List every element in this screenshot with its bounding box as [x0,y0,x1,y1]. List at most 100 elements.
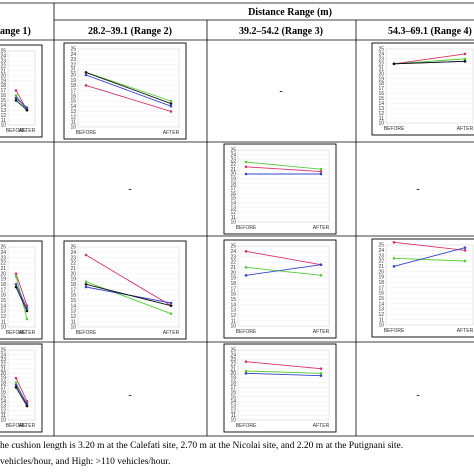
series-line [15,377,28,402]
plot-area [237,349,330,421]
series-line [85,281,172,315]
y-tick-label: 25 [230,348,236,354]
y-tick-label: 13 [70,309,76,315]
series-point [463,57,467,61]
series-line [15,286,28,312]
y-tick-label: 13 [0,404,6,410]
col-header-range-3: 39.2–54.2 (Range 3) [239,26,323,37]
series-point [84,253,88,257]
plot-area [237,245,330,327]
y-tick-label: 16 [230,191,236,197]
y-tick-label: 15 [378,96,384,102]
y-tick-label: 22 [230,362,236,368]
y-tick-label: 23 [230,157,236,163]
y-tick-label: 25 [0,49,6,55]
y-tick-label: 13 [378,307,384,313]
y-tick-label: 18 [70,282,76,288]
y-tick-label: 10 [378,121,384,127]
y-tick-label: 22 [0,261,6,267]
y-tick-label: 22 [230,162,236,168]
y-tick-label: 24 [378,52,384,58]
y-tick-label: 25 [378,47,384,53]
empty-cell-dash-r4c4: - [416,390,419,401]
series-line [393,241,466,251]
series-point [319,367,323,370]
series-point [169,99,173,103]
y-tick-label: 14 [378,101,384,107]
x-tick-label: AFTER [313,423,330,429]
series-line [245,250,322,266]
x-tick-label: AFTER [19,330,36,336]
y-tick-label: 13 [230,205,236,211]
y-tick-label: 16 [230,292,236,298]
series-point [169,104,173,108]
y-tick-label: 14 [0,103,6,109]
y-tick-label: 21 [0,68,6,74]
y-tick-label: 17 [230,286,236,292]
y-tick-label: 21 [0,266,6,272]
y-tick-label: 18 [230,380,236,386]
y-tick-label: 20 [230,270,236,276]
y-tick-label: 12 [230,313,236,319]
y-tick-label: 20 [0,73,6,79]
y-tick-label: 22 [378,62,384,68]
y-tick-label: 19 [70,78,76,84]
y-tick-label: 10 [230,324,236,330]
series-line [245,370,322,374]
series-point [392,265,396,268]
y-tick-label: 16 [70,94,76,100]
y-tick-label: 16 [378,291,384,297]
series-point [244,360,248,363]
y-tick-label: 24 [230,249,236,255]
y-tick-label: 24 [230,153,236,159]
y-tick-label: 11 [1,118,6,124]
y-tick-label: 14 [70,104,76,110]
series-line [15,99,28,111]
series-point [25,106,29,110]
series-point [169,102,173,105]
y-tick-label: 11 [1,413,6,419]
y-tick-label: 25 [378,243,384,249]
y-tick-label: 23 [0,255,6,261]
y-tick-label: 25 [70,245,76,251]
series-line [85,74,172,107]
col-header-range-4: 54.3–69.1 (Range 4) [388,26,472,37]
y-tick-label: 14 [378,301,384,307]
y-tick-label: 15 [230,297,236,303]
series-line [393,60,466,65]
y-tick-label: 19 [230,276,236,282]
y-tick-label: 13 [230,308,236,314]
x-tick-label: BEFORE [6,128,27,134]
table-grid [0,2,474,437]
y-tick-label: 18 [230,281,236,287]
y-tick-label: 20 [230,371,236,377]
x-tick-label: BEFORE [236,225,257,231]
x-tick-label: BEFORE [76,330,97,336]
plot-area [237,149,330,223]
series-point [14,272,18,275]
y-tick-label: 10 [378,323,384,329]
y-tick-label: 22 [70,62,76,68]
y-tick-label: 17 [230,385,236,391]
y-tick-label: 12 [70,114,76,120]
y-tick-label: 23 [70,255,76,261]
series-point [244,266,248,269]
x-tick-label: AFTER [457,328,474,334]
series-point [14,275,18,278]
series-line [15,387,28,407]
y-tick-label: 21 [230,167,236,173]
y-tick-label: 10 [70,125,76,131]
series-point [14,94,18,97]
col-header-range-2: 28.2–39.1 (Range 2) [88,26,172,37]
y-tick-label: 13 [230,404,236,410]
y-tick-label: 23 [0,59,6,65]
y-tick-label: 11 [1,319,6,325]
series-point [14,89,18,92]
series-point [392,62,396,66]
series-point [319,167,323,171]
